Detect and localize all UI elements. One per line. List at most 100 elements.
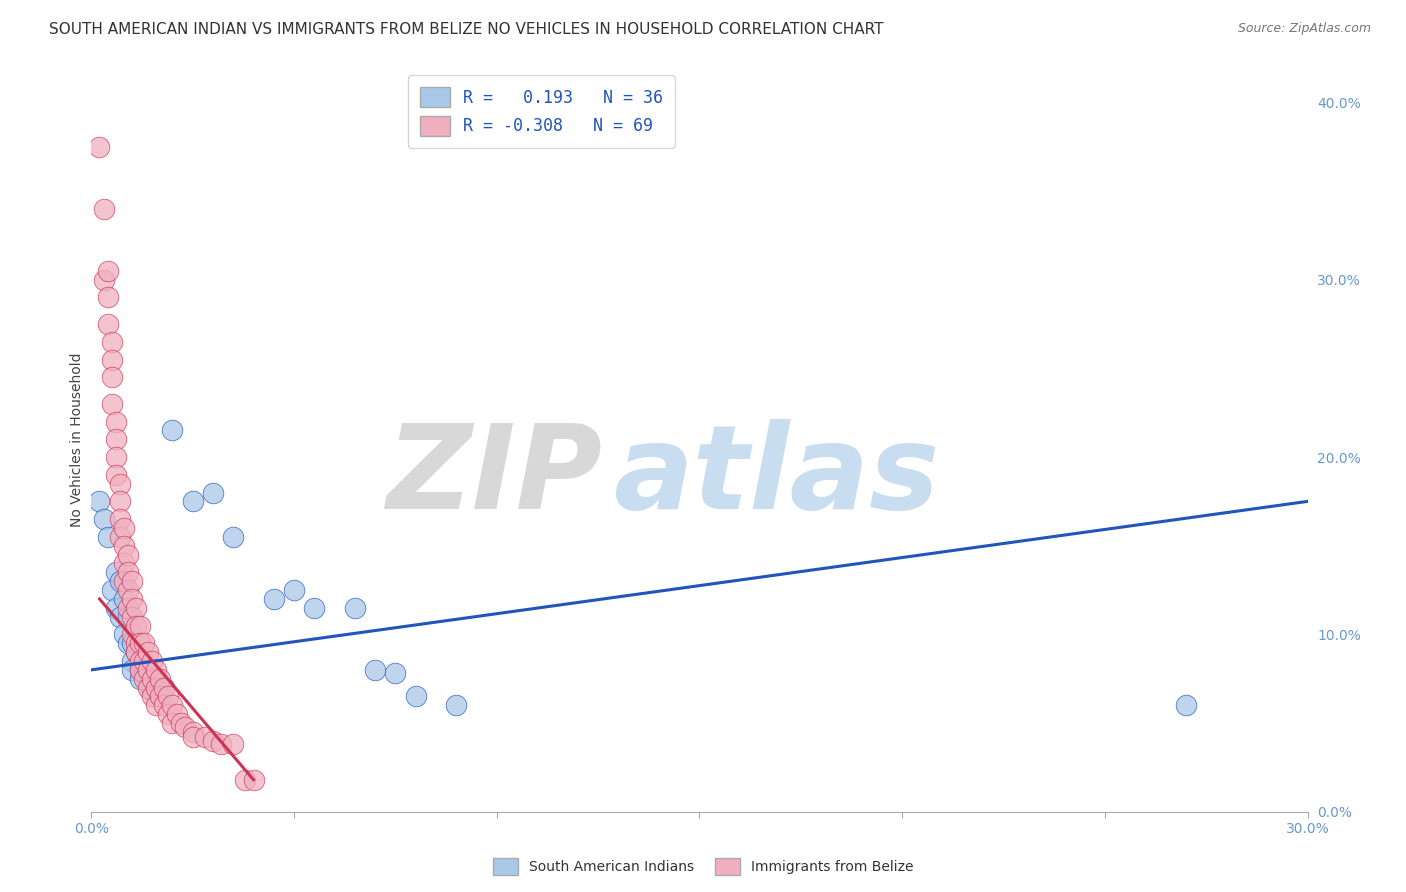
Point	[108, 476, 131, 491]
Point	[125, 618, 148, 632]
Point	[117, 609, 139, 624]
Point	[112, 521, 135, 535]
Point	[104, 467, 127, 482]
Point	[129, 672, 152, 686]
Point	[108, 530, 131, 544]
Point	[97, 317, 120, 331]
Point	[343, 600, 366, 615]
Legend: South American Indians, Immigrants from Belize: South American Indians, Immigrants from …	[486, 853, 920, 880]
Point	[153, 681, 176, 695]
Text: Source: ZipAtlas.com: Source: ZipAtlas.com	[1237, 22, 1371, 36]
Point	[93, 512, 115, 526]
Point	[405, 690, 427, 704]
Point	[145, 681, 167, 695]
Point	[132, 654, 155, 668]
Point	[153, 681, 176, 695]
Point	[202, 485, 225, 500]
Point	[149, 672, 172, 686]
Point	[162, 716, 184, 731]
Point	[173, 720, 195, 734]
Point	[166, 707, 188, 722]
Point	[97, 264, 120, 278]
Point	[112, 557, 135, 571]
Point	[132, 666, 155, 681]
Point	[181, 494, 204, 508]
Point	[242, 772, 264, 787]
Point	[283, 582, 305, 597]
Point	[93, 273, 115, 287]
Point	[112, 574, 135, 589]
Point	[136, 663, 159, 677]
Point	[136, 645, 159, 659]
Point	[100, 334, 122, 349]
Point	[141, 684, 163, 698]
Text: SOUTH AMERICAN INDIAN VS IMMIGRANTS FROM BELIZE NO VEHICLES IN HOUSEHOLD CORRELA: SOUTH AMERICAN INDIAN VS IMMIGRANTS FROM…	[49, 22, 884, 37]
Point	[194, 730, 217, 744]
Point	[97, 530, 120, 544]
Point	[100, 582, 122, 597]
Legend: R =   0.193   N = 36, R = -0.308   N = 69: R = 0.193 N = 36, R = -0.308 N = 69	[408, 75, 675, 147]
Point	[202, 733, 225, 747]
Point	[89, 494, 111, 508]
Text: atlas: atlas	[614, 419, 941, 534]
Point	[169, 716, 191, 731]
Point	[209, 737, 232, 751]
Point	[100, 397, 122, 411]
Point	[222, 737, 245, 751]
Point	[384, 666, 406, 681]
Point	[104, 433, 127, 447]
Point	[112, 591, 135, 606]
Point	[141, 690, 163, 704]
Point	[145, 672, 167, 686]
Point	[153, 698, 176, 713]
Point	[112, 539, 135, 553]
Point	[125, 645, 148, 659]
Point	[304, 600, 326, 615]
Point	[117, 600, 139, 615]
Point	[157, 707, 180, 722]
Point	[141, 654, 163, 668]
Point	[121, 636, 143, 650]
Point	[132, 672, 155, 686]
Point	[121, 654, 143, 668]
Point	[145, 663, 167, 677]
Point	[132, 636, 155, 650]
Point	[129, 663, 152, 677]
Point	[1175, 698, 1198, 713]
Text: ZIP: ZIP	[387, 419, 602, 534]
Point	[121, 609, 143, 624]
Y-axis label: No Vehicles in Household: No Vehicles in Household	[70, 352, 84, 526]
Point	[108, 494, 131, 508]
Point	[145, 698, 167, 713]
Point	[104, 450, 127, 464]
Point	[121, 574, 143, 589]
Point	[444, 698, 467, 713]
Point	[117, 566, 139, 580]
Point	[129, 618, 152, 632]
Point	[117, 548, 139, 562]
Point	[121, 627, 143, 641]
Point	[108, 609, 131, 624]
Point	[129, 654, 152, 668]
Point	[100, 352, 122, 367]
Point	[97, 290, 120, 304]
Point	[235, 772, 257, 787]
Point	[149, 690, 172, 704]
Point	[129, 636, 152, 650]
Point	[125, 645, 148, 659]
Point	[129, 663, 152, 677]
Point	[136, 677, 159, 691]
Point	[108, 574, 131, 589]
Point	[104, 566, 127, 580]
Point	[89, 139, 111, 153]
Point	[364, 663, 387, 677]
Point	[112, 627, 135, 641]
Point	[93, 202, 115, 216]
Point	[100, 370, 122, 384]
Point	[263, 591, 285, 606]
Point	[222, 530, 245, 544]
Point	[136, 681, 159, 695]
Point	[157, 690, 180, 704]
Point	[117, 582, 139, 597]
Point	[125, 600, 148, 615]
